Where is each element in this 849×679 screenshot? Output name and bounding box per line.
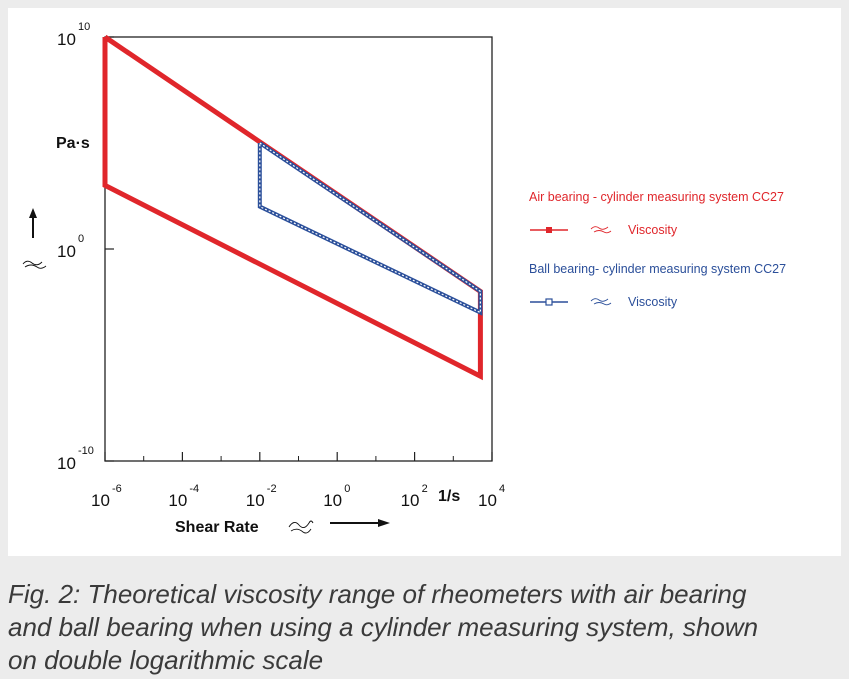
y-tick-label-exponent: -10 xyxy=(78,445,94,457)
x-tick-label-base: 10 xyxy=(168,491,187,510)
x-tick-label-exponent: -6 xyxy=(112,483,122,495)
x-axis-arrow xyxy=(330,519,390,527)
legend-marker xyxy=(545,298,553,306)
x-tick-label-base: 10 xyxy=(478,491,497,510)
series-layer xyxy=(102,34,483,381)
x-tick-label-exponent: -2 xyxy=(267,483,277,495)
x-tick-label-exponent: 4 xyxy=(499,483,505,495)
y-tick-label-base: 10 xyxy=(57,242,76,261)
y-tick-label-base: 10 xyxy=(57,30,76,49)
eta-symbol-icon xyxy=(590,298,612,306)
legend-series-title: Air bearing - cylinder measuring system … xyxy=(529,190,784,204)
y-tick-label-base: 10 xyxy=(57,454,76,473)
figure-caption: Fig. 2: Theoretical viscosity range of r… xyxy=(8,579,759,675)
x-tick-label-base: 10 xyxy=(91,491,110,510)
legend-series-title: Ball bearing- cylinder measuring system … xyxy=(529,262,786,276)
y-tick-label-exponent: 0 xyxy=(78,233,84,245)
chart-panel: Pa·s Shear Rate 1/s 10 -6 10 -4 10 -2 10 0 10 2 10… xyxy=(8,8,841,556)
legend-item-label: Viscosity xyxy=(628,223,678,237)
x-axis-unit-label: 1/s xyxy=(438,488,460,505)
x-tick-label-base: 10 xyxy=(246,491,265,510)
x-axis-label: Shear Rate xyxy=(175,519,259,536)
x-tick-label-base: 10 xyxy=(323,491,342,510)
y-axis-arrow xyxy=(29,208,37,238)
x-tick-label-exponent: 0 xyxy=(344,483,350,495)
x-tick-label-base: 10 xyxy=(401,491,420,510)
legend: Air bearing - cylinder measuring system … xyxy=(529,190,786,309)
eta-symbol-icon xyxy=(22,260,47,269)
y-axis-unit-label: Pa·s xyxy=(56,135,90,152)
y-tick-label-exponent: 10 xyxy=(78,21,90,33)
plot-area xyxy=(104,36,493,462)
gamma-dot-symbol-icon xyxy=(288,520,314,534)
x-tick-label-exponent: 2 xyxy=(422,483,428,495)
chart-svg: Pa·s Shear Rate 1/s 10-610-410-210010210… xyxy=(22,21,786,536)
x-tick-label-exponent: -4 xyxy=(189,483,199,495)
eta-symbol-icon xyxy=(590,226,612,234)
legend-marker xyxy=(546,227,552,233)
legend-item-label: Viscosity xyxy=(628,295,678,309)
series-markers-ball-bearing xyxy=(259,142,481,314)
